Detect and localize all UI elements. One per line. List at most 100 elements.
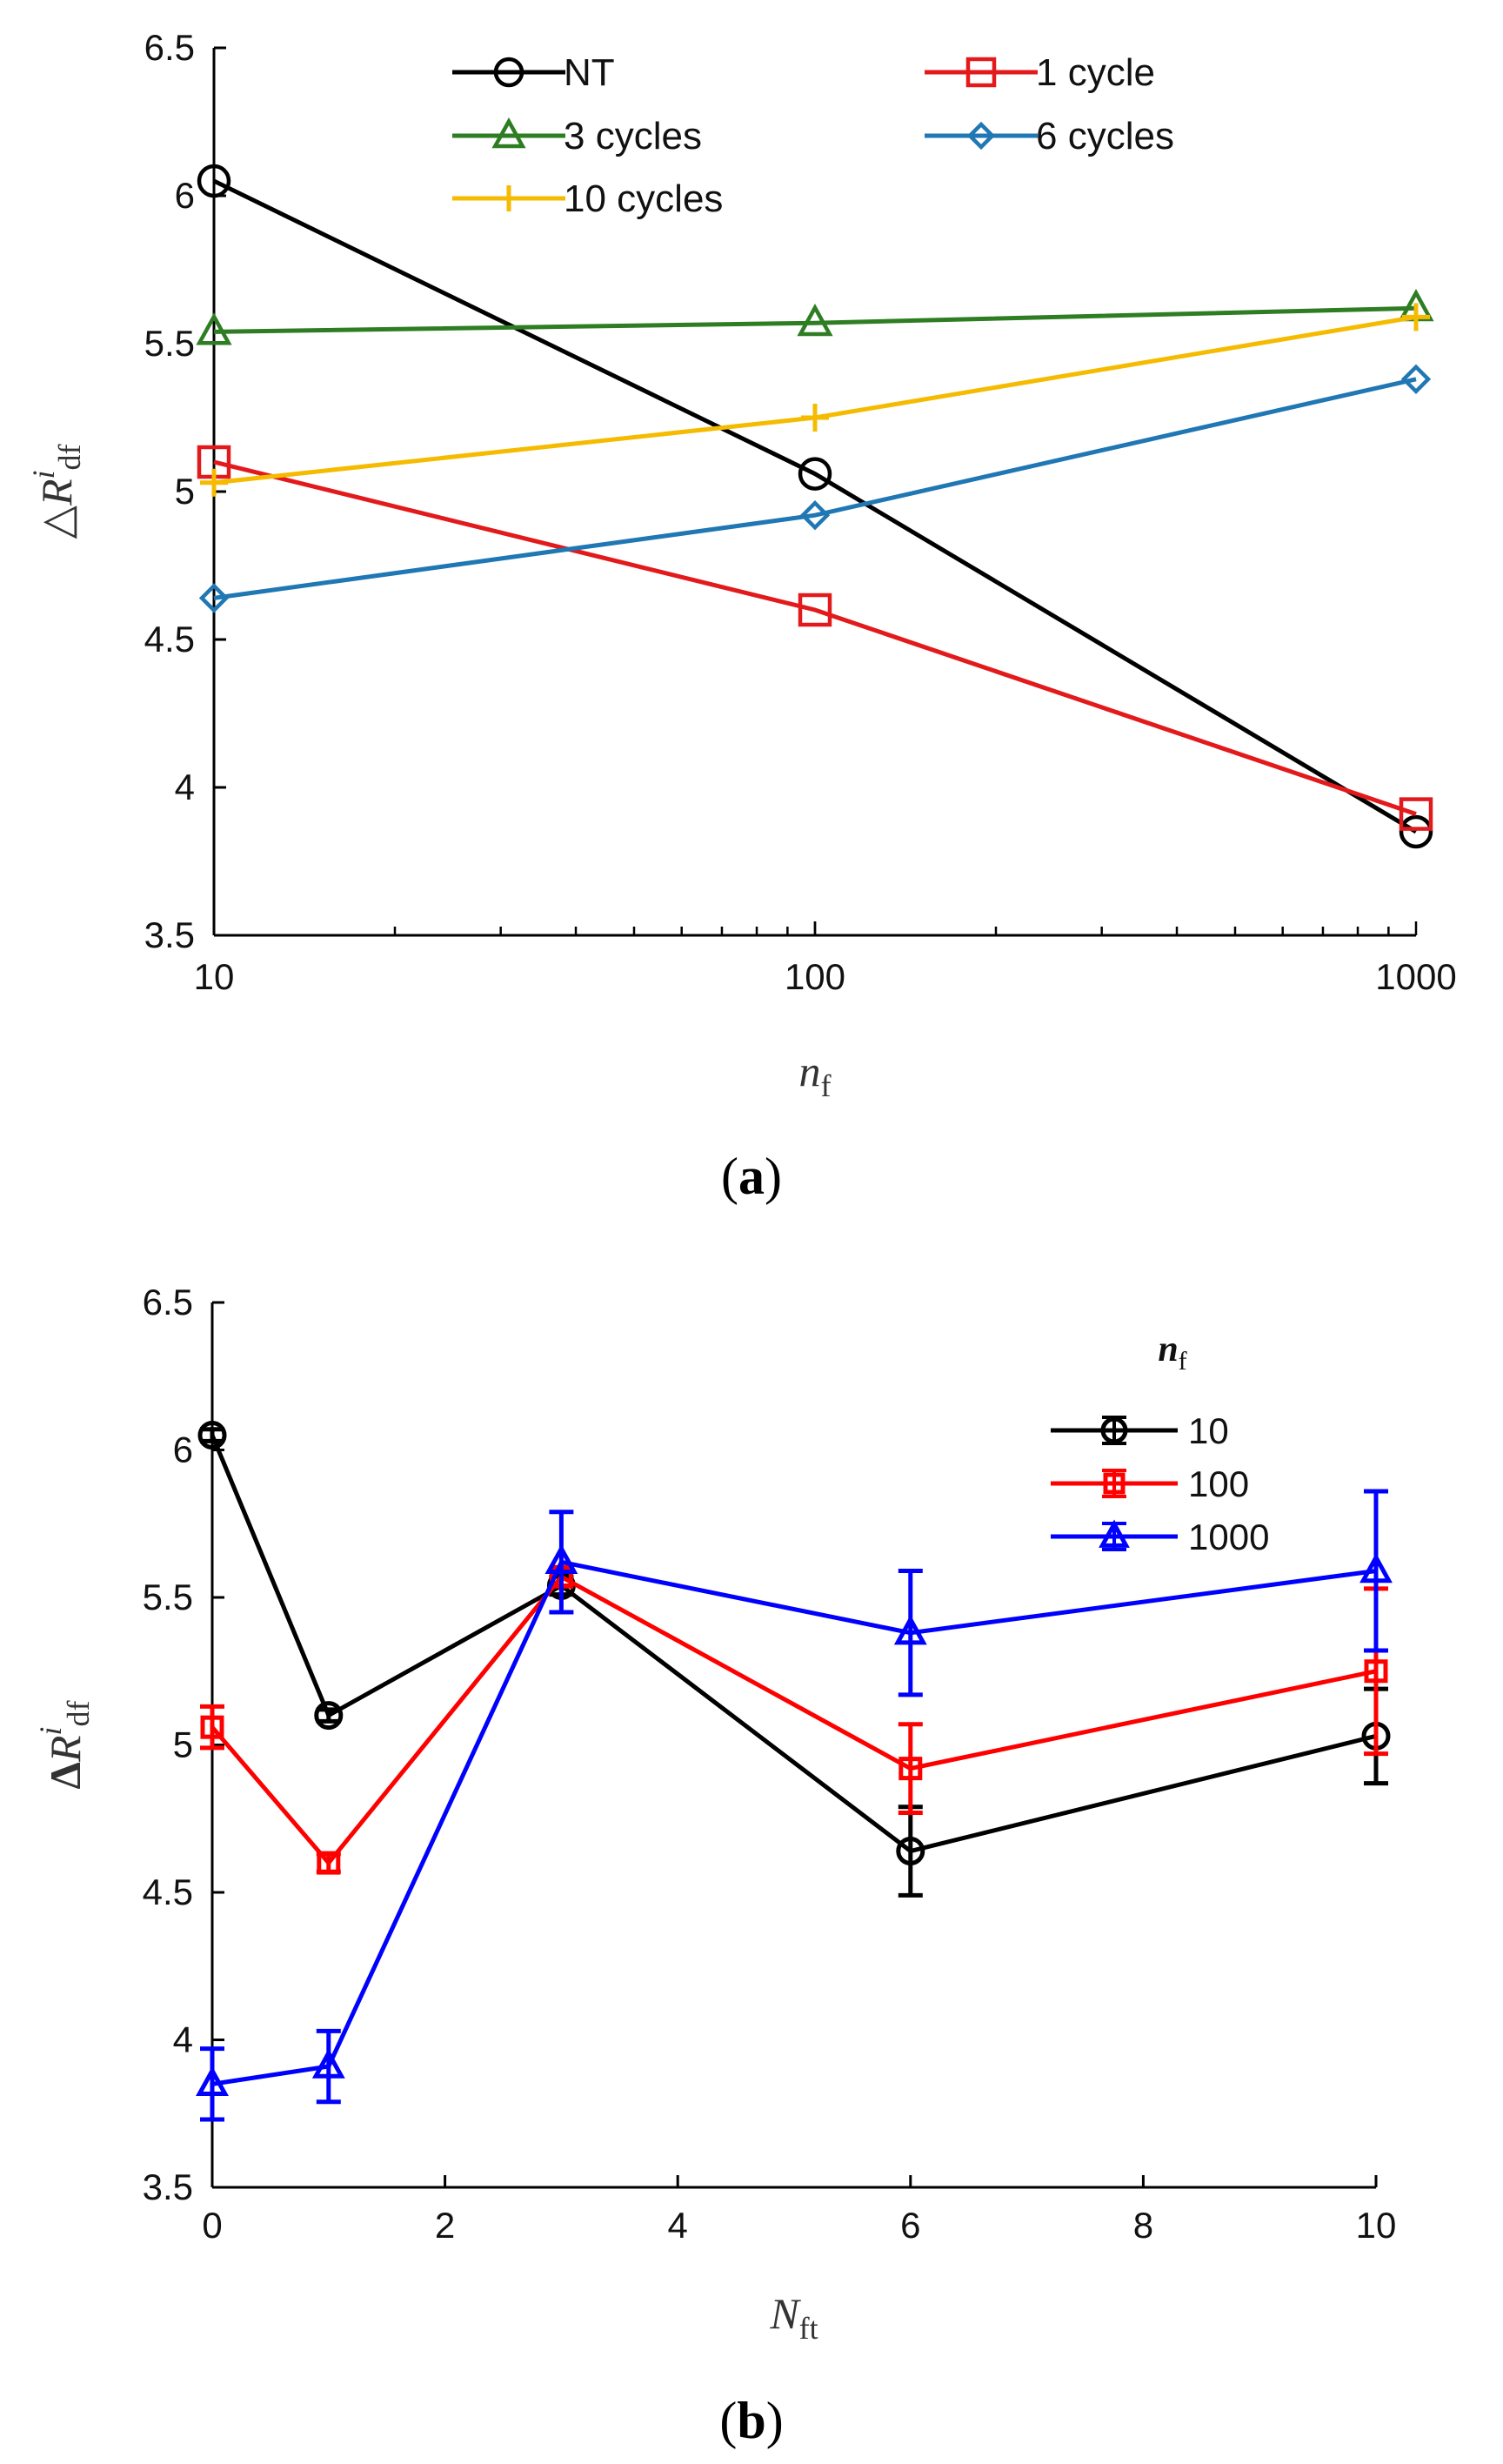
- data-point: [801, 404, 829, 432]
- x-tick-label: 1000: [1375, 956, 1456, 997]
- y-axis-label: ΔRidf: [33, 1701, 96, 1790]
- legend-label: 10: [1188, 1410, 1229, 1451]
- x-axis-label-main: N: [769, 2289, 801, 2338]
- data-point: [893, 1615, 927, 1645]
- legend-title: nf: [1158, 1329, 1186, 1376]
- data-point: [314, 1701, 344, 1731]
- data-point: [198, 583, 230, 613]
- series-6-cycles: [198, 364, 1432, 613]
- error-bar: [316, 2028, 341, 2105]
- legend-label: 1 cycle: [1036, 51, 1155, 94]
- legend-item: NT: [452, 51, 615, 94]
- data-point: [196, 2066, 229, 2097]
- y-tick-label: 6: [175, 175, 195, 216]
- x-tick-label: 10: [1356, 2205, 1397, 2246]
- x-tick-label: 2: [435, 2205, 455, 2246]
- y-tick-label: 4: [175, 767, 195, 807]
- series-line: [211, 1559, 1377, 2086]
- y-axis-label-prefix: △: [32, 506, 81, 539]
- panel-label-letter: a: [738, 1148, 765, 1205]
- legend-item: 3 cycles: [452, 115, 702, 157]
- data-point: [200, 468, 228, 497]
- y-tick-label: 5: [173, 1724, 193, 1765]
- series-1-cycle: [197, 445, 1433, 831]
- legend-label: 10 cycles: [564, 177, 723, 220]
- legend-a: NT 1 cycle 3 cycles 6 cycles 10 cycles: [452, 51, 1174, 220]
- panel-label-letter: b: [737, 2392, 765, 2449]
- y-axis-label-main: R: [41, 1736, 90, 1764]
- y-axis-label-sub: df: [61, 1701, 96, 1727]
- x-axis-label-sub: ft: [799, 2311, 818, 2346]
- series-nf-100: [200, 1564, 1388, 1875]
- series-nt: [197, 164, 1433, 849]
- legend-marker: [493, 57, 524, 88]
- y-tick-label: 5.5: [144, 323, 195, 364]
- legend-marker: [1103, 1472, 1126, 1495]
- x-tick-label: 0: [202, 2205, 222, 2246]
- data-point: [1402, 303, 1430, 331]
- series-line: [213, 377, 1417, 600]
- data-point: [1399, 797, 1433, 831]
- panel-label-a: (a): [721, 1148, 782, 1205]
- legend-item: 6 cycles: [925, 115, 1174, 157]
- error-bar: [200, 1704, 224, 1751]
- error-bar: [549, 1510, 574, 1615]
- chart-panel-a: 3.5 4 4.5 5 5.5 6 6.5 10 100 1000 △Ridf nf NT 1 cycle…: [26, 27, 1457, 1205]
- panel-label-b: (b): [719, 2392, 783, 2449]
- data-point: [1359, 1552, 1393, 1584]
- data-point: [1364, 1659, 1388, 1684]
- data-point: [1399, 814, 1433, 849]
- legend-item: 1 cycle: [925, 51, 1155, 94]
- legend-marker: [496, 185, 522, 211]
- legend-title-sub: f: [1179, 1347, 1187, 1376]
- data-point: [798, 593, 832, 627]
- panel-label-close: ): [766, 2392, 784, 2449]
- series-nf-1000: [196, 1489, 1393, 2122]
- y-tick-label: 3.5: [143, 2166, 193, 2207]
- x-tick-label: 6: [900, 2205, 920, 2246]
- series-line: [212, 178, 1418, 834]
- series-line: [213, 305, 1417, 334]
- x-axis-label-main: n: [799, 1047, 821, 1095]
- legend-item: 10: [1051, 1410, 1229, 1451]
- y-axis-label-sub: df: [52, 444, 87, 470]
- legend-title-main: n: [1158, 1329, 1178, 1369]
- x-axis-label: nf: [799, 1047, 832, 1103]
- data-point: [200, 1715, 224, 1739]
- legend-marker: [1099, 1519, 1130, 1548]
- data-point: [898, 1757, 923, 1781]
- legend-marker: [1100, 1416, 1128, 1444]
- legend-item: 10 cycles: [452, 177, 723, 220]
- data-point: [896, 1837, 925, 1866]
- chart-panel-b: 3.544.555.566.50 2 4 6 8 10ΔRidfNftnf10100100…: [33, 1282, 1396, 2449]
- data-point: [1400, 364, 1432, 394]
- y-tick-label: 4.5: [144, 619, 195, 660]
- data-point: [197, 1421, 227, 1450]
- legend-marker: [966, 121, 996, 151]
- y-axis-label-sup: i: [26, 470, 61, 479]
- y-tick-label: 6.5: [143, 1282, 193, 1322]
- data-point: [799, 500, 831, 531]
- x-tick-label: 100: [785, 956, 845, 997]
- series-3-cycles: [196, 288, 1434, 345]
- data-point: [311, 2048, 345, 2079]
- series-line: [213, 459, 1417, 816]
- y-tick-label: 4: [173, 2019, 193, 2060]
- x-tick-label: 8: [1133, 2205, 1153, 2246]
- legend-label: 3 cycles: [564, 115, 702, 157]
- y-axis-label-main: R: [32, 479, 81, 507]
- y-tick-label: 4.5: [143, 1871, 193, 1912]
- y-tick-label: 6: [173, 1430, 193, 1470]
- data-point: [797, 303, 833, 337]
- series-line: [210, 1574, 1377, 1866]
- x-axis-label-sub: f: [821, 1068, 832, 1103]
- data-point: [317, 1851, 341, 1875]
- error-bar: [316, 1707, 341, 1724]
- legend-label: 6 cycles: [1036, 115, 1174, 157]
- y-axis-label-sup: i: [33, 1727, 68, 1736]
- data-point: [798, 457, 832, 491]
- panel-label-open: (: [719, 2392, 737, 2449]
- error-bar: [898, 1722, 923, 1815]
